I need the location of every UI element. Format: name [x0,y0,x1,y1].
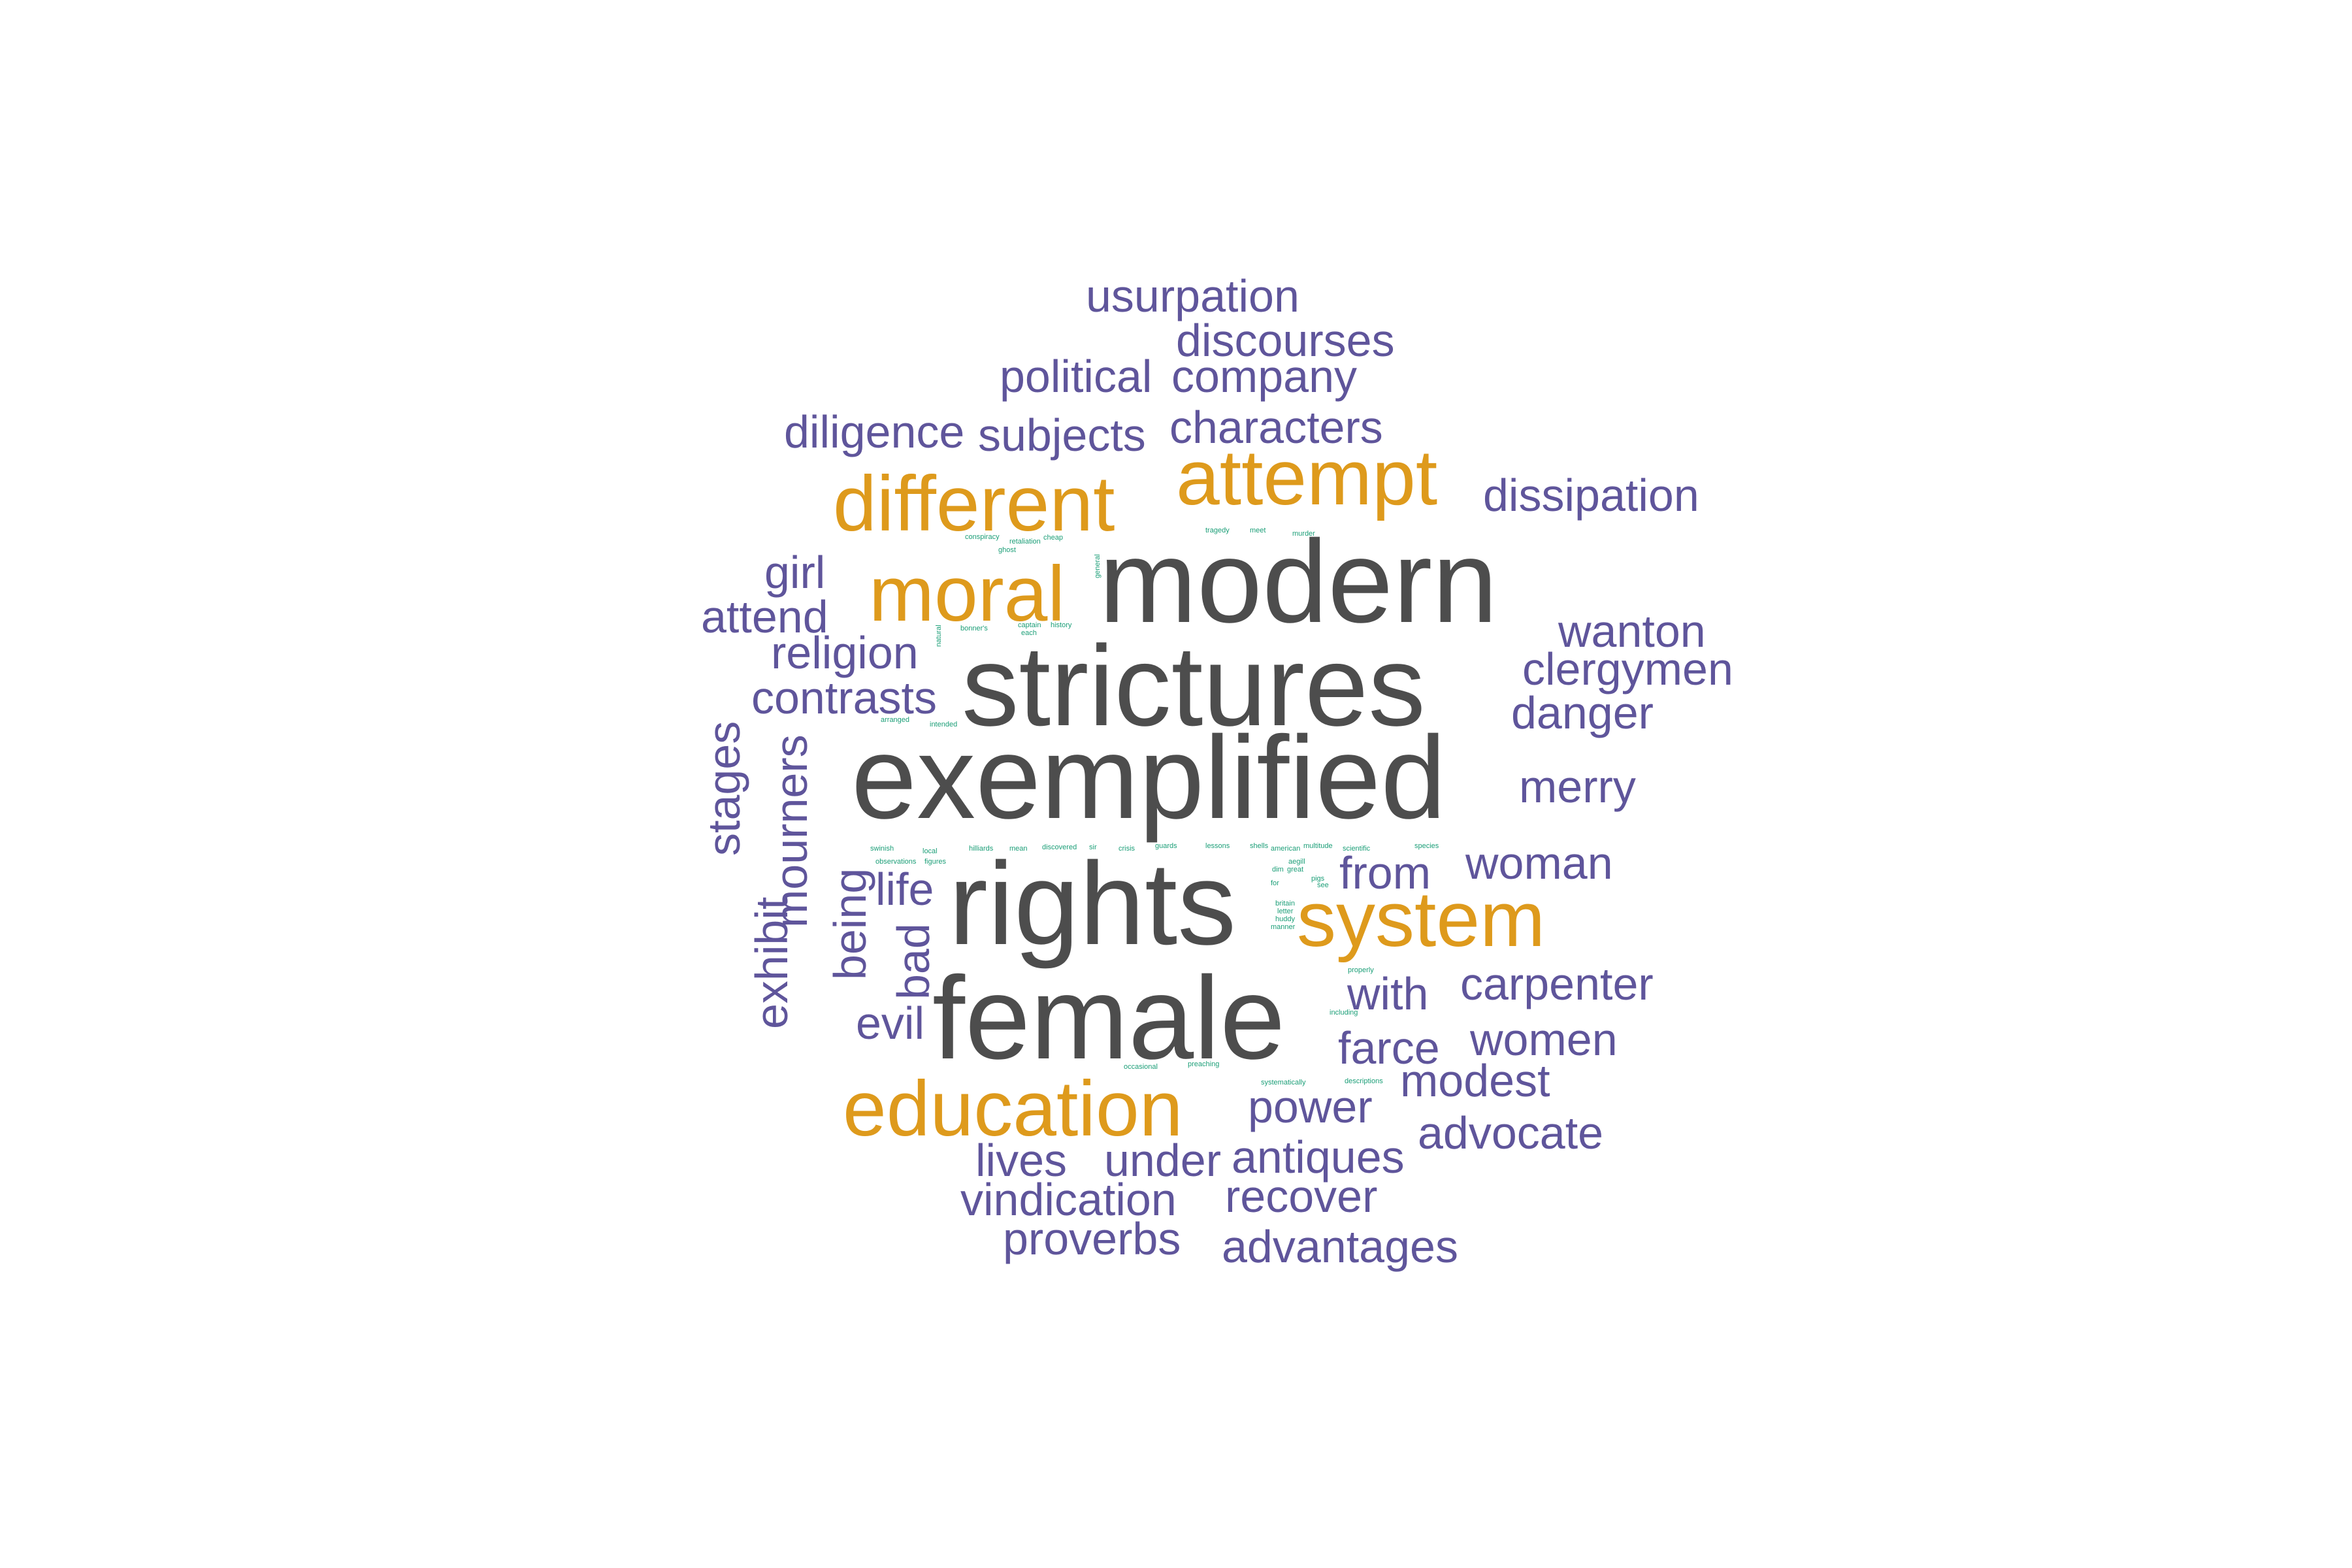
word-britain: britain [1275,900,1295,907]
word-proverbs: proverbs [1003,1213,1181,1264]
word-women: women [1469,1014,1618,1065]
word-mean: mean [1009,845,1028,853]
word-woman: woman [1465,838,1613,889]
word-dissipation: dissipation [1483,470,1699,521]
word-history: history [1051,621,1072,629]
word-wanton: wanton [1558,606,1706,657]
word-bad: bad [888,923,939,1000]
word-each: each [1021,629,1037,637]
word-swinish: swinish [870,845,894,853]
word-characters: characters [1169,402,1383,453]
word-conspiracy: conspiracy [965,533,1000,541]
word-farce: farce [1338,1022,1440,1073]
word-power: power [1248,1081,1373,1132]
word-cheap: cheap [1043,534,1063,542]
word-great: great [1287,866,1303,874]
word-evil: evil [856,998,924,1049]
word-meet: meet [1250,527,1266,534]
word-stages: stages [698,721,749,856]
word-exemplified: exemplified [851,712,1446,843]
word-strictures: strictures [962,623,1426,750]
word-lessons: lessons [1205,842,1230,850]
word-american: american [1271,845,1300,853]
word-crisis: crisis [1119,845,1135,853]
word-discourses: discourses [1176,315,1395,366]
word-multitude: multitude [1303,842,1333,850]
word-shells: shells [1250,842,1269,850]
word-ghost: ghost [998,546,1016,554]
word-education: education [843,1065,1183,1152]
word-contrasts: contrasts [751,672,937,723]
word-guards: guards [1155,842,1177,850]
word-see: see [1317,881,1329,889]
word-letter: letter [1277,907,1294,915]
word-occasional: occasional [1124,1063,1158,1071]
word-intended: intended [930,721,957,728]
word-merry: merry [1519,761,1636,812]
word-recover: recover [1225,1171,1377,1222]
word-danger: danger [1511,687,1654,738]
word-pigs: pigs [1311,875,1325,883]
word-carpenter: carpenter [1460,958,1654,1009]
word-rights: rights [949,838,1236,970]
word-general: general [1094,554,1102,578]
word-modern: modern [1099,516,1497,647]
word-tragedy: tragedy [1205,527,1230,534]
word-female: female [932,953,1285,1084]
word-under: under [1104,1135,1221,1186]
word-huddy: huddy [1275,915,1295,923]
word-preaching: preaching [1188,1060,1219,1068]
word-hilliards: hilliards [969,845,994,853]
word-descriptions: descriptions [1345,1077,1383,1085]
word-bonner-s: bonner's [960,625,988,632]
word-from: from [1339,847,1431,898]
word-arranged: arranged [881,716,909,724]
word-political: political [1000,351,1152,402]
word-dim: dim [1272,866,1284,874]
word-attend: attend [701,591,828,642]
word-attempt: attempt [1176,434,1437,521]
word-exhibit: exhibit [746,897,797,1029]
word-system: system [1297,875,1545,963]
word-company: company [1171,351,1357,402]
word-including: including [1330,1009,1358,1017]
word-for: for [1271,879,1279,887]
word-manner: manner [1271,923,1296,931]
word-with: with [1347,968,1428,1019]
word-mourners: mourners [766,734,817,928]
word-aegill: aegill [1288,858,1305,866]
word-girl: girl [764,547,825,598]
word-figures: figures [924,858,947,866]
word-sir: sir [1089,843,1097,851]
word-usurpation: usurpation [1086,270,1299,321]
word-species: species [1414,842,1439,850]
word-antiques: antiques [1232,1132,1405,1183]
word-natural: natural [935,625,943,647]
word-retaliation: retaliation [1009,538,1041,546]
word-murder: murder [1292,530,1315,538]
word-vindication: vindication [960,1174,1177,1225]
word-lives: lives [975,1135,1067,1186]
word-advantages: advantages [1222,1221,1458,1272]
word-religion: religion [771,627,919,678]
word-life: life [875,864,934,915]
word-captain: captain [1018,621,1041,629]
word-being: being [825,868,875,980]
word-modest: modest [1400,1055,1550,1106]
word-advocate: advocate [1418,1107,1603,1158]
word-different: different [833,460,1115,547]
word-diligence: diligence [784,406,964,457]
word-moral: moral [869,550,1065,638]
word-observations: observations [875,858,917,866]
word-systematically: systematically [1261,1079,1306,1086]
word-discovered: discovered [1042,843,1077,851]
word-clergymen: clergymen [1522,644,1733,694]
word-local: local [923,847,938,855]
word-scientific: scientific [1343,845,1371,853]
word-subjects: subjects [978,410,1146,461]
word-properly: properly [1348,966,1374,974]
